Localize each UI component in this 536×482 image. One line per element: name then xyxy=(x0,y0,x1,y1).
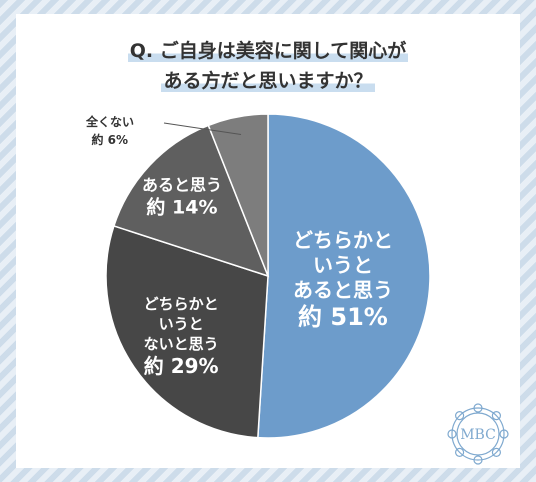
title-line-1: Q. ご自身は美容に関して関心が xyxy=(127,40,409,62)
slice-1-value-label: 約 29% xyxy=(144,354,219,378)
slice-0-label-line-0: どちらかと xyxy=(293,228,393,252)
slice-3-label-line-0: 全くない xyxy=(85,114,134,129)
title-line-2: ある方だと思いますか？ xyxy=(161,70,375,92)
pie-slice-2 xyxy=(112,124,270,278)
logo-text: MBC xyxy=(460,427,496,443)
chart-title: Q. ご自身は美容に関して関心が ある方だと思いますか？ xyxy=(16,36,520,96)
mbc-logo: MBC xyxy=(447,403,509,465)
survey-card: Q. ご自身は美容に関して関心が ある方だと思いますか？ どちらかと いうと あると… xyxy=(16,14,520,468)
slice-1-label-line-1: いうと xyxy=(159,315,204,333)
slice-1-label-line-0: どちらかと xyxy=(144,295,219,313)
slice-3-value-label: 約 6% xyxy=(91,132,128,147)
pie-slices xyxy=(105,113,431,439)
slice-1-label-line-2: ないと思う xyxy=(144,335,219,353)
slice-3-leader-line xyxy=(163,122,242,136)
slice-2-value-label: 約 14% xyxy=(146,195,217,218)
slice-0-label-line-1: いうと xyxy=(313,253,373,277)
pie-slice-3 xyxy=(207,113,269,277)
slice-2-label-line-0: あると思う xyxy=(142,175,222,194)
pie-slice-1 xyxy=(105,224,269,439)
slice-0-value-label: 約 51% xyxy=(298,303,388,331)
slice-0-label-line-2: あると思う xyxy=(293,278,393,302)
pie-slice-0 xyxy=(257,113,431,439)
